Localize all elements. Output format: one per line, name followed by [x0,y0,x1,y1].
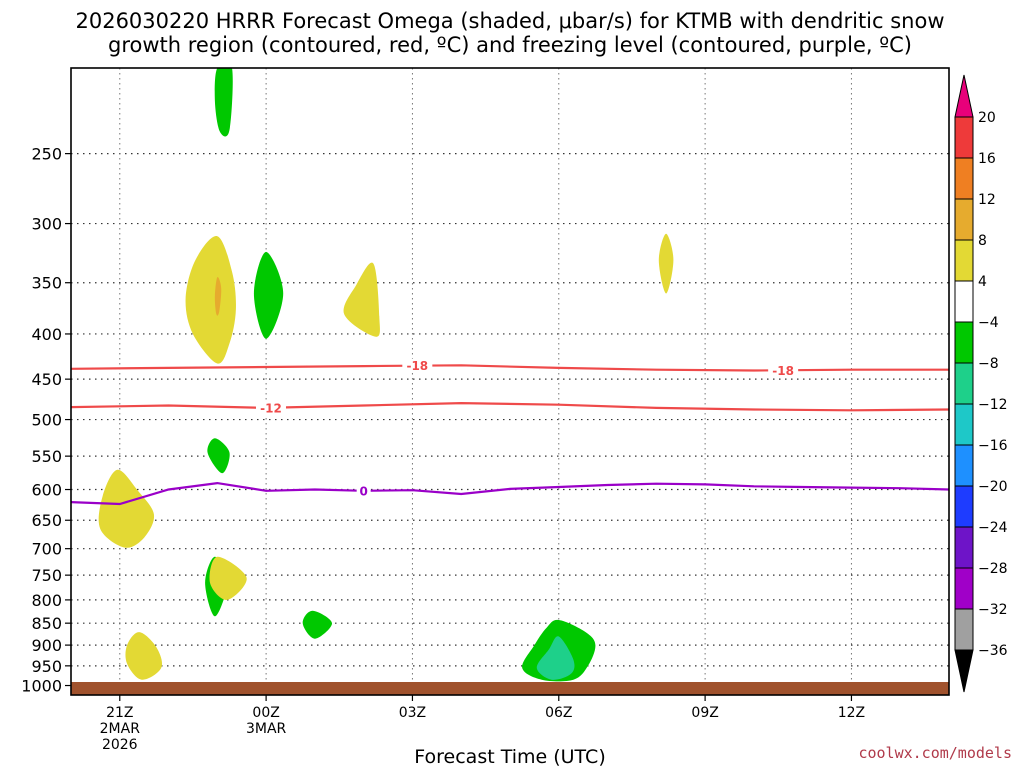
ytick-label-950: 950 [31,657,62,676]
colorbar-label-0: 20 [978,110,996,126]
contour-label--12-0: -12 [260,401,282,415]
xtick-label-21Z-2: 2026 [102,737,138,753]
colorbar-label-3: 8 [978,233,987,249]
colorbar-swatch-2 [954,157,974,200]
omega-region-green-3 [253,251,284,339]
ytick-label-400: 400 [31,325,62,344]
xtick-label-12Z-0: 12Z [838,705,865,721]
omega-region-yellow-7 [98,469,155,548]
grid-lines [71,68,949,695]
ytick-label-250: 250 [31,145,62,164]
temperature-contours: -18 -18 -12 0 [71,358,949,506]
ytick-label-850: 850 [31,614,62,633]
colorbar-swatch-5 [954,280,974,323]
x-axis-label: Forecast Time (UTC) [414,746,605,768]
colorbar-swatch-12 [954,567,974,610]
omega-region-teal-13 [536,636,575,680]
omega-region-yellow-11 [125,632,163,680]
contour-label-0-0: 0 [359,484,367,498]
ytick-label-300: 300 [31,215,62,234]
colorbar-label-13: −36 [978,643,1008,659]
ytick-label-350: 350 [31,274,62,293]
chart-title-line-2: growth region (contoured, red, ºC) and f… [108,33,912,57]
colorbar-label-10: −24 [978,520,1008,536]
ytick-label-700: 700 [31,540,62,559]
colorbar: 20 16 12 8 4 −4 −8 −12 −16 −20 −24 −28 −32 −36 [954,74,1008,693]
ytick-label-450: 450 [31,370,62,389]
omega-region-green-6 [207,438,230,474]
contour-line--18 [71,364,949,372]
omega-region-green-0 [214,68,233,137]
ground-surface [71,682,949,695]
contour-label-bg--18-1 [768,363,799,378]
ytick-label-1000: 1000 [21,677,62,696]
colorbar-label-7: −12 [978,397,1008,413]
contour-line--12 [71,401,949,412]
colorbar-swatch-1 [954,116,974,159]
chart-title-line-1: 2026030220 HRRR Forecast Omega (shaded, … [75,9,944,33]
ytick-label-500: 500 [31,411,62,430]
colorbar-swatch-13 [954,608,974,651]
xtick-label-00Z-1: 3MAR [246,721,287,737]
xtick-label-03Z-0: 03Z [399,705,426,721]
colorbar-label-8: −16 [978,438,1008,454]
plot-border [70,67,950,696]
ytick-label-900: 900 [31,636,62,655]
xtick-label-21Z-1: 2MAR [100,721,141,737]
colorbar-bottom-arrow [954,649,974,693]
credit-text: coolwx.com/models [858,744,1012,762]
colorbar-top-arrow [954,74,974,118]
contour-label--18-1: -18 [772,364,794,378]
ytick-label-650: 650 [31,511,62,530]
omega-region-yellow-5 [658,233,674,294]
colorbar-swatch-11 [954,526,974,569]
ytick-label-550: 550 [31,447,62,466]
colorbar-swatch-7 [954,362,974,405]
contour-line-0 [71,481,949,506]
colorbar-swatch-6 [954,321,974,364]
omega-region-green-10 [302,610,333,639]
omega-region-yellow-9 [209,556,247,600]
colorbar-label-11: −28 [978,561,1008,577]
xtick-label-09Z-0: 09Z [691,705,718,721]
colorbar-label-1: 16 [978,151,996,167]
omega-region-orange-2 [214,277,222,316]
colorbar-label-12: −32 [978,602,1008,618]
xtick-label-00Z-0: 00Z [252,705,279,721]
colorbar-label-9: −20 [978,479,1008,495]
colorbar-swatch-8 [954,403,974,446]
colorbar-label-5: −4 [978,315,999,331]
colorbar-swatch-3 [954,198,974,241]
y-axis-ticks: 250 300 350 400 450 500 550 600 650 700 750 800 850 9… [21,145,71,696]
contour-label-bg--12-0 [255,400,286,415]
ytick-label-600: 600 [31,481,62,500]
plot-frame [70,67,950,696]
omega-shaded-regions [98,68,674,682]
contour-label-bg--18-0 [402,358,433,373]
ground-strip [71,682,949,695]
contour-label--18-0: -18 [406,359,428,373]
colorbar-swatch-9 [954,444,974,487]
ytick-label-800: 800 [31,591,62,610]
colorbar-label-6: −8 [978,356,999,372]
colorbar-swatch-10 [954,485,974,528]
contour-label-bg-0-0 [356,483,371,498]
xtick-label-21Z-0: 21Z [106,705,133,721]
colorbar-label-4: 4 [978,274,987,290]
xtick-label-06Z-0: 06Z [545,705,572,721]
omega-region-yellow-4 [343,262,380,337]
omega-region-yellow-1 [185,236,236,364]
colorbar-swatch-4 [954,239,974,282]
colorbar-label-2: 12 [978,192,996,208]
ytick-label-750: 750 [31,566,62,585]
